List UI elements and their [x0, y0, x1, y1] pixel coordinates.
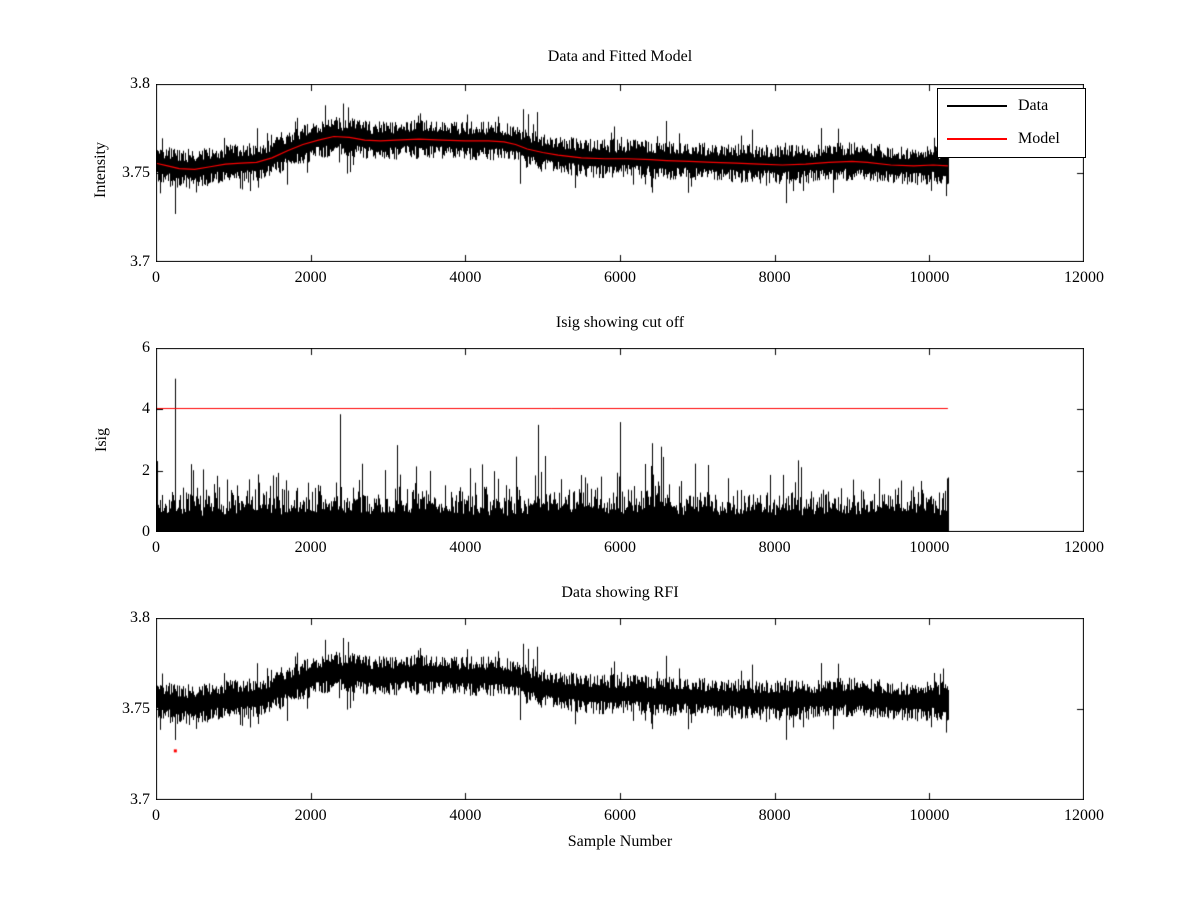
plot-area-isig-cutoff — [156, 348, 1084, 532]
x-tick-label: 10000 — [909, 807, 950, 824]
legend-label-model: Model — [1018, 129, 1060, 147]
x-tick-label: 12000 — [1064, 539, 1104, 556]
y-tick-label: 3.75 — [122, 700, 150, 717]
y-axis-tick-labels: 3.7 3.75 3.8 — [86, 609, 150, 808]
plot-area-data-fitted-model — [156, 84, 1084, 262]
legend-label-data: Data — [1018, 96, 1049, 114]
plot-area-data-rfi — [156, 618, 1084, 800]
y-tick-label: 2 — [142, 461, 150, 479]
plot-title-data-fitted-model: Data and Fitted Model — [547, 48, 693, 65]
x-tick-label: 12000 — [1064, 269, 1104, 286]
x-tick-label: 0 — [152, 269, 160, 286]
y-tick-label: 0 — [142, 523, 150, 540]
y-tick-label: 4 — [142, 400, 150, 418]
y-tick-label: 3.75 — [122, 164, 150, 181]
x-tick-label: 6000 — [604, 269, 636, 286]
x-tick-label: 6000 — [604, 539, 636, 556]
x-tick-label: 8000 — [758, 269, 791, 286]
y-tick-label: 3.7 — [130, 253, 150, 270]
y-tick-label: 3.8 — [130, 75, 150, 92]
x-tick-label: 8000 — [758, 807, 791, 824]
y-tick-label: 6 — [142, 339, 150, 356]
x-tick-label: 2000 — [294, 807, 327, 824]
x-tick-label: 4000 — [449, 269, 482, 286]
x-axis-tick-labels: 0 2000 4000 6000 8000 10000 12000 — [0, 807, 1200, 825]
x-axis-tick-labels: 0 2000 4000 6000 8000 10000 12000 — [0, 269, 1200, 287]
x-tick-label: 10000 — [909, 269, 950, 286]
legend-line-sample-model — [947, 137, 1007, 140]
x-tick-label: 4000 — [449, 807, 482, 824]
x-tick-label: 0 — [152, 539, 160, 556]
y-tick-label: 3.7 — [130, 791, 150, 808]
x-tick-label: 12000 — [1064, 807, 1104, 824]
y-tick-label: 3.8 — [130, 609, 150, 626]
y-axis-tick-labels: 0 2 4 6 — [86, 339, 150, 540]
x-tick-label: 4000 — [449, 539, 482, 556]
plot-title-data-rfi: Data showing RFI — [561, 584, 679, 601]
legend-entry-model: Model — [938, 122, 1085, 155]
x-tick-label: 2000 — [294, 269, 327, 286]
x-tick-label: 2000 — [294, 539, 327, 556]
x-tick-label: 6000 — [604, 807, 636, 824]
y-axis-tick-labels: 3.7 3.75 3.8 — [86, 75, 150, 270]
x-tick-label: 0 — [152, 807, 160, 824]
legend: Data Model — [937, 88, 1086, 158]
plot-title-isig-cutoff: Isig showing cut off — [555, 314, 685, 331]
x-tick-label: 8000 — [758, 539, 791, 556]
x-tick-label: 10000 — [909, 539, 950, 556]
x-axis-tick-labels: 0 2000 4000 6000 8000 10000 12000 — [0, 539, 1200, 557]
x-axis-label-sample-number: Sample Number — [567, 833, 673, 850]
legend-line-sample-data — [947, 104, 1007, 107]
legend-entry-data: Data — [938, 89, 1085, 122]
